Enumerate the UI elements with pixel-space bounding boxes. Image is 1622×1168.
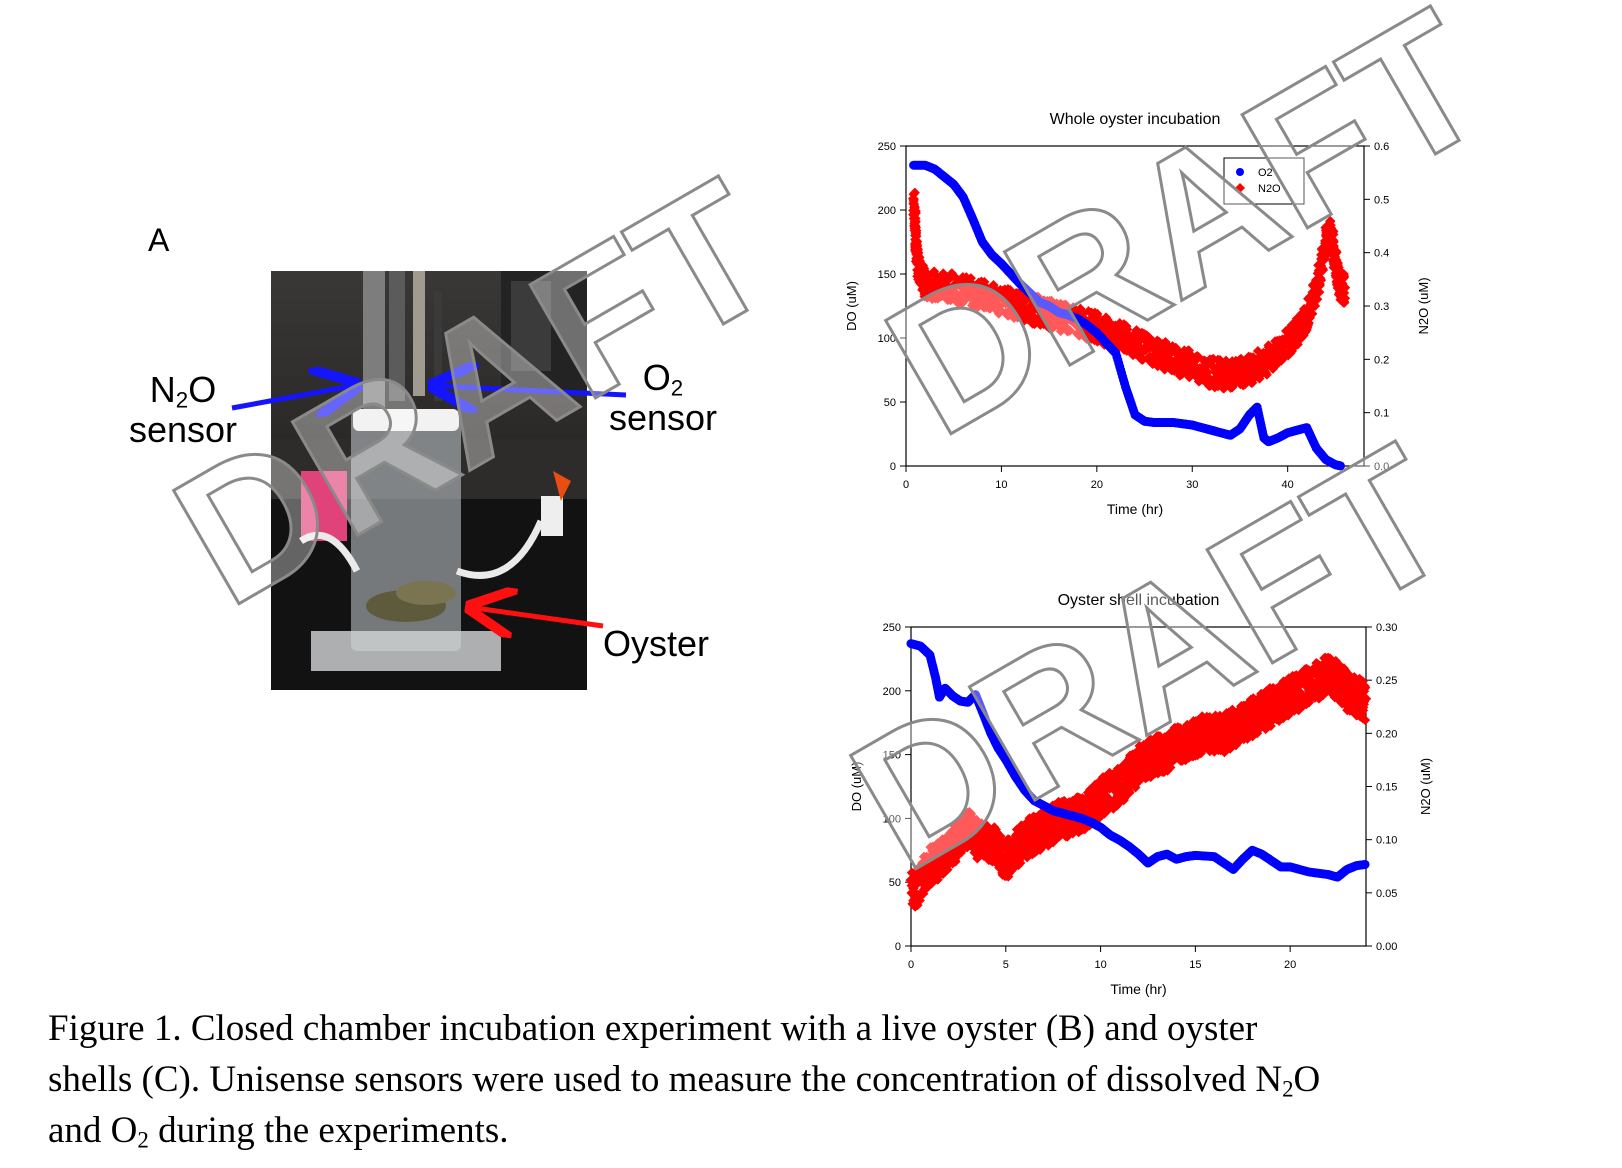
oyster-chamber-photo: [271, 271, 587, 690]
y2-tick-label: 0.25: [1376, 675, 1397, 687]
y-tick-label: 250: [878, 141, 896, 153]
x-tick-label: 0: [903, 479, 909, 491]
y2-tick-label: 0.20: [1376, 728, 1397, 740]
n2o-point: [908, 189, 919, 200]
n2o-point: [1307, 308, 1318, 319]
chart-title: Oyster shell incubation: [1058, 592, 1220, 609]
caption-line-1: Figure 1. Closed chamber incubation expe…: [48, 1008, 1258, 1049]
draft-watermark-left: DRAFT: [141, 139, 808, 647]
n2o-arrow: [231, 386, 352, 408]
y-axis-label: DO (uM): [844, 281, 859, 331]
y2-tick-label: 0.0: [1374, 461, 1389, 473]
x-tick-label: 40: [1282, 479, 1294, 491]
y2-tick-label: 0.2: [1374, 354, 1389, 366]
o2-point: [1336, 461, 1346, 471]
n2o-point: [1328, 229, 1339, 240]
n2o-point: [1018, 312, 1029, 323]
y2-tick-label: 0.3: [1374, 301, 1389, 313]
svg-text:DRAFT: DRAFT: [855, 0, 1519, 476]
n2o-point: [1316, 275, 1327, 286]
y2-axis-label: N2O (uM): [1418, 758, 1433, 815]
y-tick-label: 50: [889, 877, 901, 889]
n2o-point: [950, 855, 961, 866]
y2-tick-label: 0.05: [1376, 888, 1397, 900]
y-tick-label: 50: [884, 397, 896, 409]
draft-watermark-top-right: DRAFT: [853, 0, 1520, 477]
y2-tick-label: 0.15: [1376, 782, 1397, 794]
x-tick-label: 10: [1094, 959, 1106, 971]
n2o-point: [1331, 247, 1342, 258]
caption-line-2: shells (C). Unisense sensors were used t…: [48, 1059, 1321, 1102]
n2o-point: [910, 227, 921, 238]
figure-caption: Figure 1. Closed chamber incubation expe…: [48, 1003, 1588, 1156]
n2o-point: [1318, 264, 1329, 275]
y2-tick-label: 0.6: [1374, 141, 1389, 153]
o2-arrow: [438, 386, 627, 395]
x-axis-label: Time (hr): [1107, 501, 1163, 517]
n2o-point: [1261, 369, 1272, 380]
y2-tick-label: 0.4: [1374, 248, 1389, 260]
n2o-sensor-label: N2O sensor: [128, 369, 238, 450]
photo-illustration: [271, 271, 587, 690]
y2-tick-label: 0.30: [1376, 622, 1397, 634]
legend-label: N2O: [1258, 183, 1281, 195]
y2-tick-label: 0.10: [1376, 835, 1397, 847]
oyster-label: Oyster: [603, 623, 710, 664]
n2o-point: [1340, 282, 1351, 293]
y-tick-label: 100: [883, 813, 901, 825]
n2o-point: [910, 222, 921, 233]
y-tick-label: 150: [878, 269, 896, 281]
n2o-point: [965, 273, 976, 284]
x-axis-label: Time (hr): [1110, 981, 1166, 997]
o2-point: [1360, 859, 1370, 869]
series-n2o: [908, 187, 1351, 394]
whole-oyster-chart: Whole oyster incubation 0 10 20 30 40 0 50 100 15…: [844, 111, 1431, 517]
x-tick-label: 5: [1003, 959, 1009, 971]
legend-marker-o2: [1236, 168, 1244, 176]
y-tick-label: 0: [895, 941, 901, 953]
y2-tick-label: 0.5: [1374, 194, 1389, 206]
y-tick-label: 200: [883, 686, 901, 698]
n2o-point: [1339, 272, 1350, 283]
x-tick-label: 30: [1186, 479, 1198, 491]
n2o-point: [910, 206, 921, 217]
y-tick-label: 200: [878, 205, 896, 217]
n2o-point: [1137, 354, 1148, 365]
y2-axis-label: N2O (uM): [1416, 277, 1431, 334]
y-tick-label: 250: [883, 622, 901, 634]
chart-title: Whole oyster incubation: [1050, 111, 1221, 128]
x-tick-label: 20: [1284, 959, 1296, 971]
o2-sensor-label: O2 sensor: [608, 357, 718, 438]
caption-line-3: and O2 during the experiments.: [48, 1110, 509, 1153]
x-tick-label: 15: [1189, 959, 1201, 971]
series-o2: [909, 160, 1346, 471]
legend-marker-n2o: [1235, 183, 1245, 193]
x-tick-label: 20: [1091, 479, 1103, 491]
n2o-point: [1014, 287, 1025, 298]
y2-tick-label: 0.00: [1376, 941, 1397, 953]
series-n2o: [905, 652, 1372, 912]
y-tick-label: 150: [883, 750, 901, 762]
n2o-point: [914, 895, 925, 906]
oyster-arrow: [475, 608, 604, 626]
n2o-point: [1122, 324, 1133, 335]
x-tick-label: 10: [995, 479, 1007, 491]
n2o-point: [1314, 287, 1325, 298]
svg-text:DRAFT: DRAFT: [143, 140, 807, 645]
y-tick-label: 100: [878, 333, 896, 345]
y2-tick-label: 0.1: [1374, 408, 1389, 420]
y-axis-label: DO (uM): [849, 762, 864, 812]
n2o-point: [1328, 236, 1339, 247]
y-tick-label: 0: [890, 461, 896, 473]
x-tick-label: 0: [908, 959, 914, 971]
n2o-point: [1065, 325, 1076, 336]
n2o-point: [1340, 293, 1351, 304]
legend-label: O2: [1258, 167, 1273, 179]
panel-a-letter: A: [148, 222, 170, 258]
